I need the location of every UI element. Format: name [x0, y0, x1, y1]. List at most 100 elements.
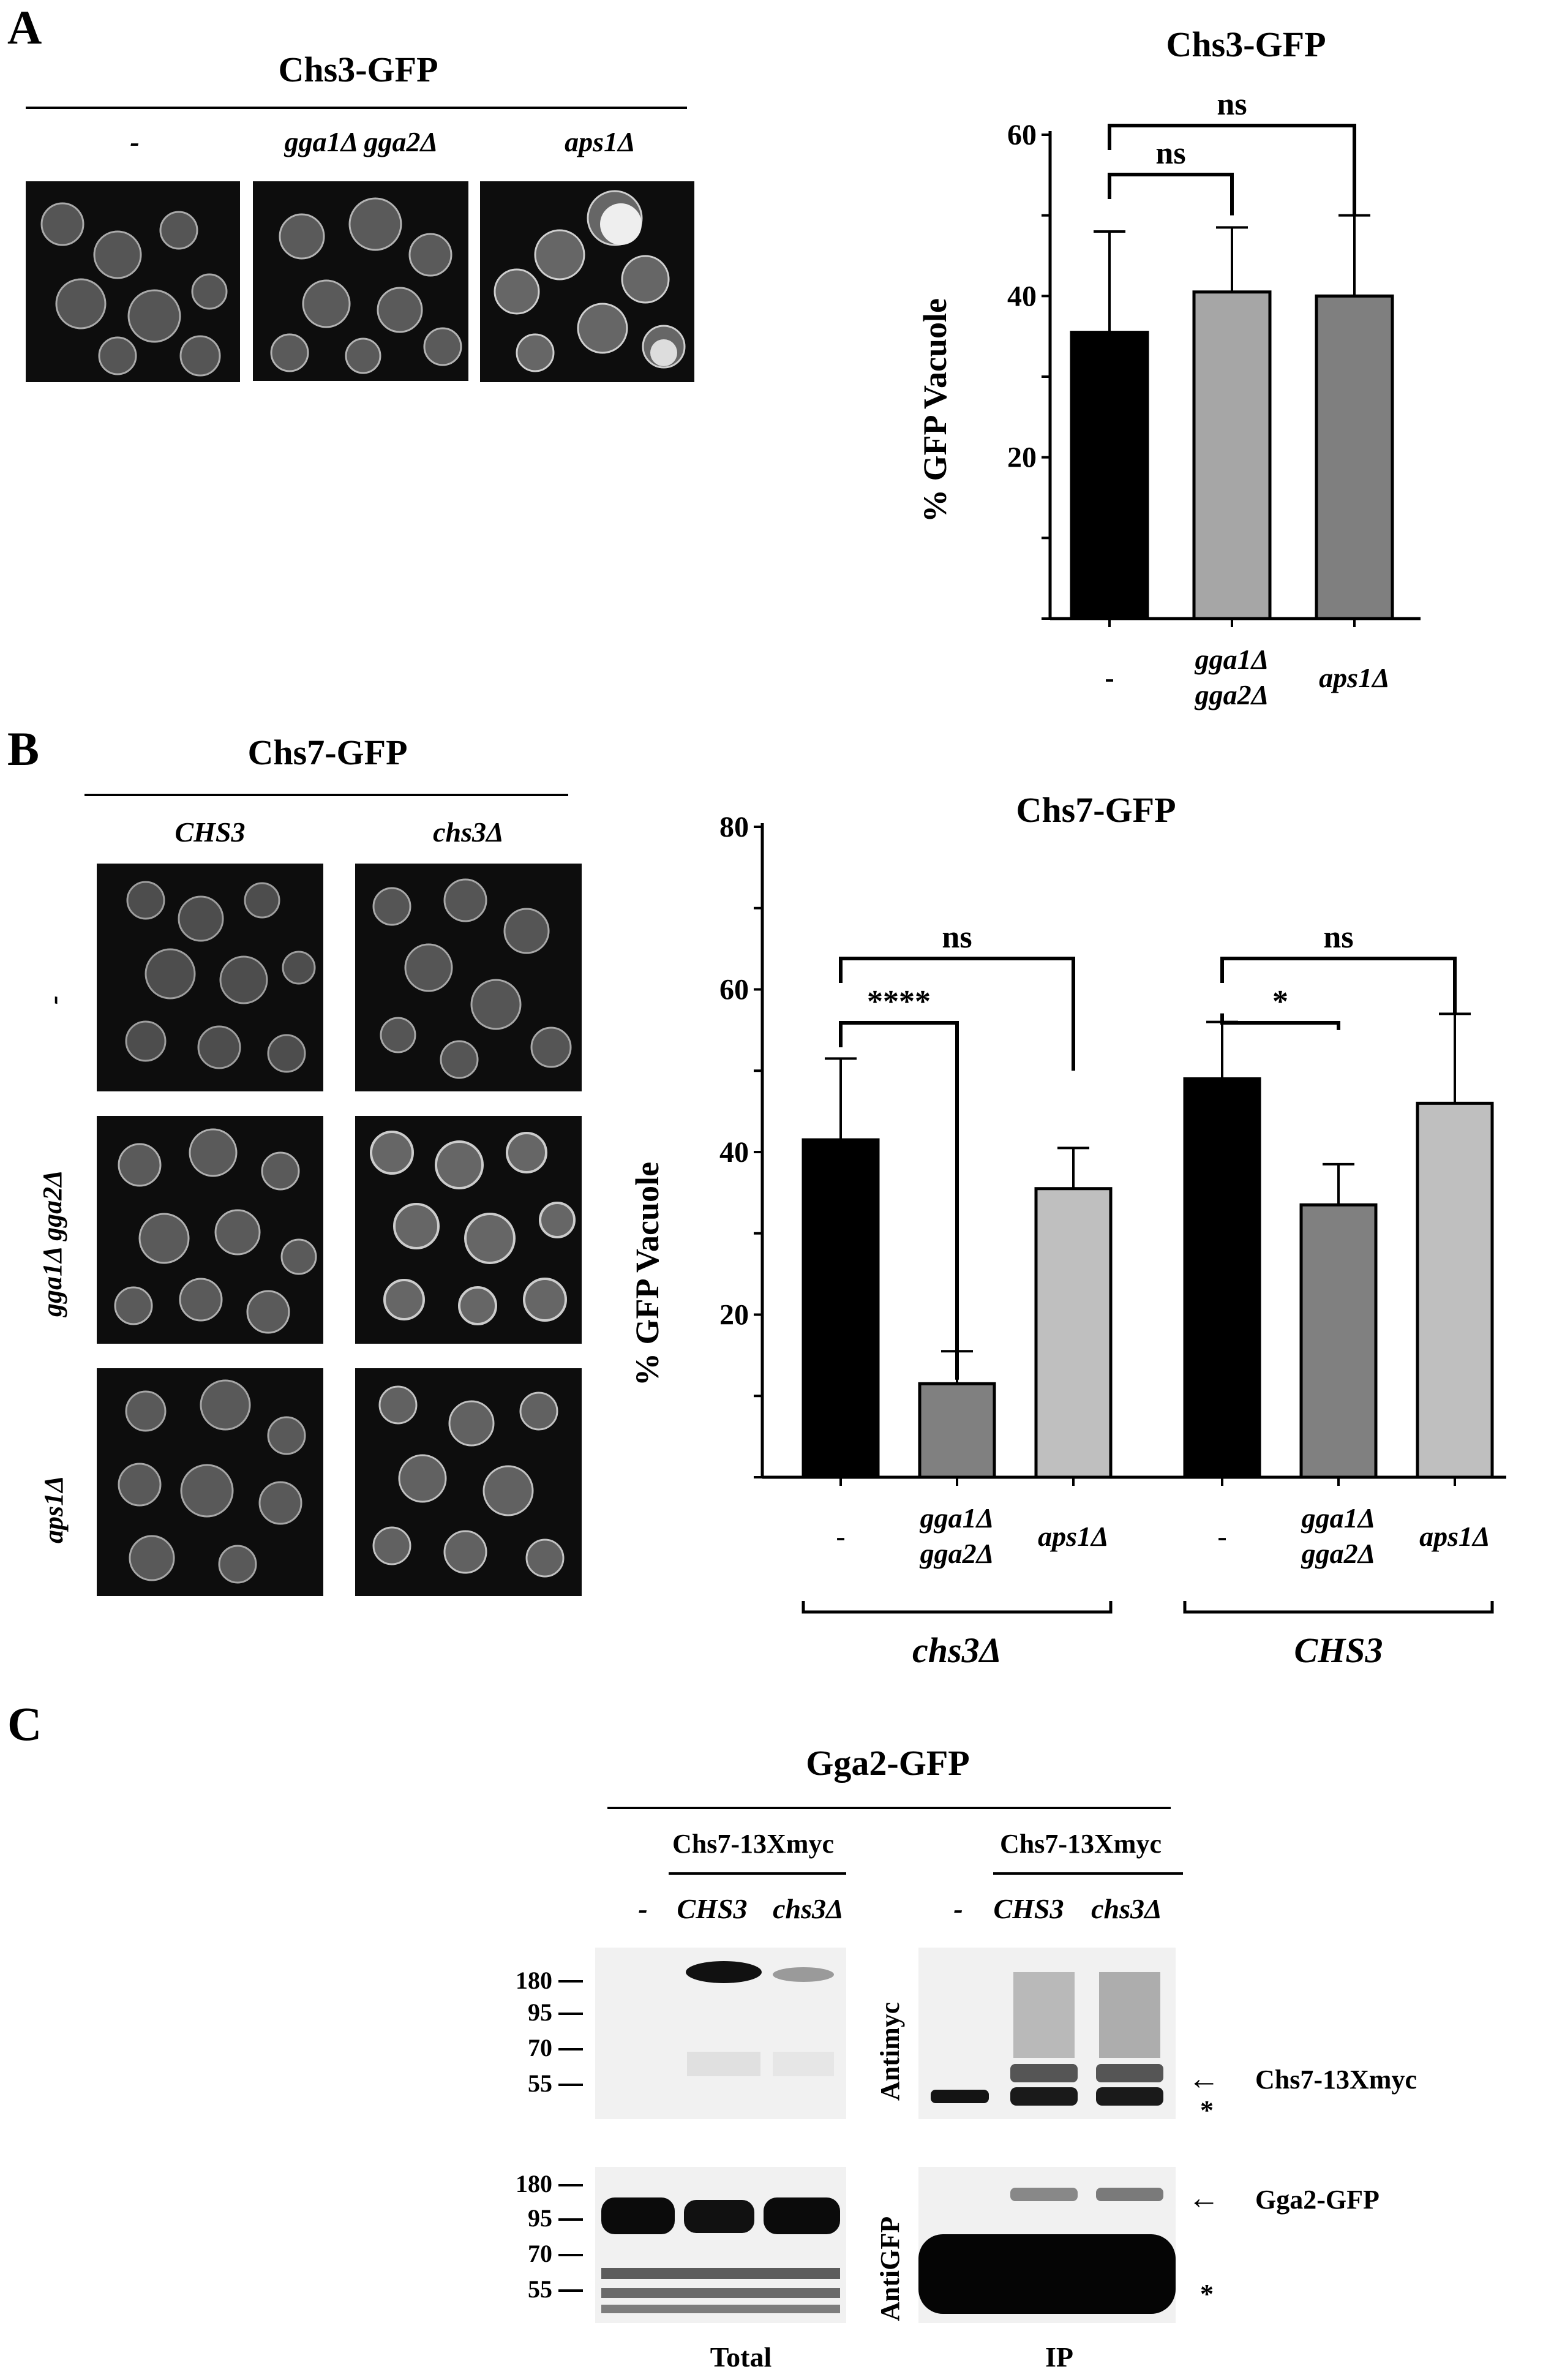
- y-tick-label: 20: [1007, 442, 1037, 474]
- mw-top-55: 55: [528, 2069, 552, 2097]
- panel-c-label: C: [7, 1697, 42, 1750]
- antibody-antigfp-label: AntiGFP: [875, 2216, 905, 2321]
- category-label: gga1Δ: [1195, 644, 1269, 675]
- y-tick-label: 60: [719, 974, 749, 1006]
- category-label: gga1Δ: [920, 1502, 994, 1534]
- arrow-gga2-label: Gga2-GFP: [1255, 2185, 1380, 2215]
- chart-a-title: Chs3-GFP: [1166, 24, 1326, 64]
- bar-1: [802, 1138, 880, 1479]
- arrow-chs7-icon: ←: [1188, 2062, 1220, 2096]
- panel-c-title: Gga2-GFP: [806, 1743, 970, 1783]
- chart-chs3-gfp: Chs3-GFP % GFP Vacuole 20 40 60 - gga1Δ gga2…: [917, 24, 1421, 710]
- panel-a-title: Chs3-GFP: [278, 50, 438, 89]
- panel-c-title-rule: [607, 1807, 1171, 1809]
- significance-bracket: [839, 1021, 959, 1380]
- asterisk-bottom: *: [1200, 2279, 1214, 2309]
- significance-label: ns: [942, 920, 972, 955]
- panel-b-title-rule: [84, 794, 568, 796]
- antibody-antimyc-label: Antimyc: [875, 2002, 905, 2101]
- mw-top-70-tick: [558, 2048, 583, 2050]
- significance-label: *: [1272, 984, 1288, 1019]
- mw-top-55-tick: [558, 2084, 583, 2086]
- mw-top-180: 180: [516, 1967, 552, 1994]
- panel-b-row-wt: -: [39, 995, 69, 1004]
- mw-bottom-55: 55: [528, 2275, 552, 2303]
- significance-bracket: [1220, 957, 1457, 1014]
- ip-lane-1: -: [953, 1893, 963, 1924]
- asterisk-top: *: [1200, 2095, 1214, 2125]
- micrograph-b-chs3-gga1-gga2: [97, 1116, 323, 1344]
- category-label: gga2Δ: [920, 1538, 994, 1569]
- panel-b-column-chs3-delta: chs3Δ: [433, 816, 504, 848]
- mw-bottom-70: 70: [528, 2240, 552, 2267]
- total-lane-3: chs3Δ: [773, 1893, 844, 1924]
- ip-header: Chs7-13Xmyc: [1000, 1829, 1162, 1859]
- mw-top-70: 70: [528, 2034, 552, 2062]
- micrograph-b-chs3-delta-aps1: [355, 1368, 582, 1596]
- panel-a-condition-2: gga1Δ gga2Δ: [284, 126, 438, 157]
- significance-bracket: [1220, 1013, 1340, 1030]
- group-bracket: [802, 1601, 1113, 1614]
- micrograph-b-chs3-delta-gga1-gga2: [355, 1116, 582, 1344]
- significance-bracket: [1108, 124, 1356, 216]
- significance-label: ns: [1155, 136, 1185, 171]
- y-tick-label: 60: [1007, 119, 1037, 151]
- bar-2: [1192, 290, 1272, 620]
- mw-bottom-180: 180: [516, 2170, 552, 2197]
- category-label: aps1Δ: [1038, 1521, 1109, 1552]
- bar-5: [1299, 1203, 1378, 1479]
- chart-a-y-axis-label: % GFP Vacuole: [917, 298, 953, 522]
- footer-total: Total: [710, 2341, 772, 2373]
- chart-chs7-gfp: Chs7-GFP % GFP Vacuole 20 40 60 80 - gga1Δ gg…: [629, 790, 1506, 1670]
- micrograph-b-chs3-aps1: [97, 1368, 323, 1596]
- blot-total-antigfp: [595, 2167, 846, 2323]
- ip-lane-3: chs3Δ: [1091, 1893, 1162, 1924]
- arrow-gga2-icon: ←: [1188, 2181, 1220, 2216]
- total-header: Chs7-13Xmyc: [672, 1829, 834, 1859]
- y-tick-label: 40: [719, 1136, 749, 1169]
- category-label: gga2Δ: [1301, 1538, 1376, 1569]
- group-bracket: [1183, 1601, 1494, 1614]
- micrograph-b-chs3-wt: [97, 864, 323, 1091]
- significance-label: ns: [1323, 920, 1353, 955]
- category-label: aps1Δ: [1419, 1521, 1490, 1552]
- panel-b-column-chs3: CHS3: [175, 816, 246, 848]
- significance-label: ns: [1217, 87, 1247, 122]
- category-label: -: [1217, 1521, 1226, 1552]
- mw-bottom-95-tick: [558, 2218, 583, 2221]
- bar-6: [1416, 1101, 1494, 1479]
- category-label: gga1Δ: [1301, 1502, 1376, 1534]
- blot-ip-antimyc: [918, 1948, 1176, 2119]
- arrow-chs7-label: Chs7-13Xmyc: [1255, 2065, 1417, 2095]
- chart-b-title: Chs7-GFP: [1016, 790, 1176, 830]
- micrograph-a-aps1: [480, 181, 694, 382]
- total-lane-2: CHS3: [677, 1893, 748, 1924]
- panel-b-label: B: [7, 722, 40, 775]
- micrograph-a-gga1-gga2: [253, 181, 468, 381]
- micrograph-a-wt: [26, 181, 240, 382]
- category-label: -: [1105, 662, 1114, 693]
- mw-bottom-180-tick: [558, 2184, 583, 2186]
- mw-top-180-tick: [558, 1980, 583, 1983]
- y-tick-label: 20: [719, 1299, 749, 1331]
- ip-header-rule: [993, 1872, 1183, 1875]
- panel-b-row-aps1: aps1Δ: [39, 1475, 69, 1543]
- category-label: aps1Δ: [1319, 662, 1390, 693]
- panel-b-title: Chs7-GFP: [247, 732, 408, 772]
- bar-1: [1070, 331, 1149, 620]
- panel-a-condition-1: -: [130, 126, 140, 157]
- panel-a-label: A: [7, 1, 42, 54]
- category-label: -: [836, 1521, 845, 1552]
- mw-bottom-70-tick: [558, 2254, 583, 2256]
- significance-bracket: [839, 957, 1075, 1071]
- ip-lane-2: CHS3: [993, 1893, 1064, 1924]
- blot-ip-antigfp: [918, 2167, 1176, 2323]
- y-tick-label: 40: [1007, 280, 1037, 312]
- panel-a-title-rule: [26, 107, 687, 109]
- y-tick-label: 80: [719, 811, 749, 843]
- group-label: CHS3: [1294, 1630, 1383, 1670]
- total-lane-1: -: [638, 1893, 648, 1924]
- mw-bottom-95: 95: [528, 2204, 552, 2232]
- chart-b-y-axis-label: % GFP Vacuole: [629, 1162, 666, 1386]
- mw-top-95-tick: [558, 2013, 583, 2015]
